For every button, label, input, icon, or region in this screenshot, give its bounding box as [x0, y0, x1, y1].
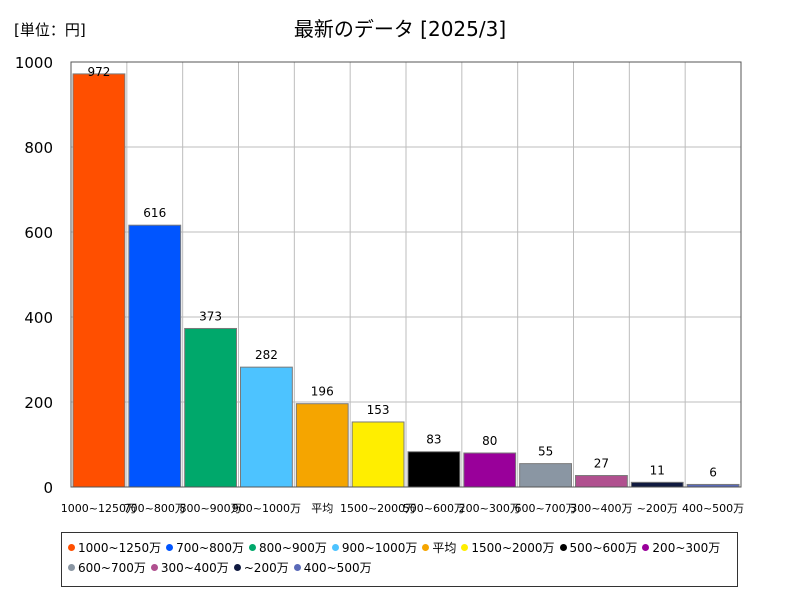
- bar-value-label: 972: [87, 65, 110, 79]
- bar-value-label: 6: [709, 465, 717, 479]
- bar: [630, 481, 684, 488]
- legend-label: 900~1000万: [341, 541, 418, 555]
- legend-label: 400~500万: [303, 561, 372, 575]
- legend-item: 900~1000万: [331, 538, 418, 558]
- legend-swatch: [559, 544, 567, 551]
- chart-title: 最新のデータ [2025/3]: [293, 17, 507, 41]
- y-tick-label: 200: [24, 394, 53, 412]
- bar-value-label: 80: [482, 434, 497, 448]
- legend-swatch: [68, 544, 75, 551]
- x-tick-label: 700~800万: [124, 502, 186, 515]
- legend-item: 700~800万: [166, 538, 244, 558]
- bar-value-label: 27: [594, 457, 609, 471]
- legend-swatch: [331, 544, 339, 551]
- legend-swatch: [68, 564, 75, 571]
- x-tick-label: 1500~2000万: [340, 502, 416, 515]
- legend-label: 平均: [432, 541, 457, 555]
- legend-label: 700~800万: [176, 541, 245, 555]
- x-tick-label: 500~600万: [403, 502, 465, 515]
- legend-swatch: [422, 544, 430, 551]
- x-tick-label: 600~700万: [514, 502, 576, 515]
- bar: [240, 366, 293, 488]
- plot-border: [70, 61, 742, 488]
- x-tick-label: 900~1000万: [232, 502, 301, 515]
- x-tick-label: 平均: [311, 502, 333, 515]
- legend-item: ~200万: [233, 558, 289, 578]
- legend-swatch: [166, 544, 174, 551]
- bar-value-label: 83: [426, 433, 441, 447]
- legend-swatch: [233, 564, 241, 571]
- bar-chart: 0 200 400 600 800 1000 972 1000~1250万 616 700~800…: [15, 54, 744, 515]
- legend-swatch: [461, 544, 469, 551]
- legend-label: 200~300万: [652, 541, 721, 555]
- y-tick-label: 0: [43, 479, 53, 497]
- legend-swatch: [150, 564, 158, 571]
- y-tick-label: 400: [24, 309, 53, 327]
- bar: [351, 421, 405, 488]
- unit-label: [単位：円]: [14, 21, 86, 39]
- legend-item: 400~500万: [293, 558, 372, 578]
- bar: [184, 327, 238, 488]
- legend-label: 800~900万: [259, 541, 327, 555]
- legend-item: 平均: [422, 538, 456, 558]
- bar: [72, 73, 126, 488]
- chart-legend: 1000~1250万 700~800万 800~900万 900~1000万 平均 150…: [61, 532, 738, 587]
- legend-label: ~200万: [243, 561, 289, 575]
- legend-label: 1000~1250万: [78, 541, 162, 555]
- x-tick-label: 200~300万: [459, 502, 521, 515]
- bar: [128, 224, 182, 488]
- x-tick-label: 300~400万: [570, 502, 632, 515]
- y-tick-label: 800: [24, 139, 53, 157]
- bar-value-label: 153: [367, 403, 390, 417]
- bar: [463, 452, 517, 488]
- y-tick-label: 1000: [15, 54, 53, 72]
- bar-value-label: 11: [650, 463, 665, 477]
- legend-item: 800~900万: [249, 538, 327, 558]
- x-tick-label: ~200万: [637, 502, 678, 515]
- legend-item: 200~300万: [642, 538, 720, 558]
- legend-item: 1000~1250万: [68, 538, 161, 558]
- bar: [519, 463, 573, 488]
- legend-item: 300~400万: [150, 558, 229, 578]
- bar-value-label: 616: [143, 206, 166, 220]
- bar: [295, 403, 349, 488]
- legend-item: 600~700万: [68, 558, 146, 578]
- bar-value-label: 373: [199, 309, 222, 323]
- legend-item: 1500~2000万: [461, 538, 555, 558]
- x-tick-label: 400~500万: [682, 502, 744, 515]
- legend-swatch: [293, 564, 301, 571]
- x-tick-label: 800~900万: [179, 502, 241, 515]
- legend-swatch: [642, 544, 650, 551]
- legend-label: 300~400万: [160, 561, 229, 575]
- x-tick-label: 1000~1250万: [61, 502, 137, 515]
- bar-value-label: 282: [255, 348, 278, 362]
- legend-label: 500~600万: [569, 541, 638, 555]
- bar-value-label: 55: [538, 445, 553, 459]
- legend-label: 1500~2000万: [471, 541, 555, 555]
- y-tick-label: 600: [24, 224, 53, 242]
- bar-value-label: 196: [311, 385, 334, 399]
- legend-label: 600~700万: [78, 561, 146, 575]
- bar: [407, 451, 461, 488]
- legend-item: 500~600万: [559, 538, 638, 558]
- legend-swatch: [249, 544, 257, 551]
- bar: [575, 475, 628, 488]
